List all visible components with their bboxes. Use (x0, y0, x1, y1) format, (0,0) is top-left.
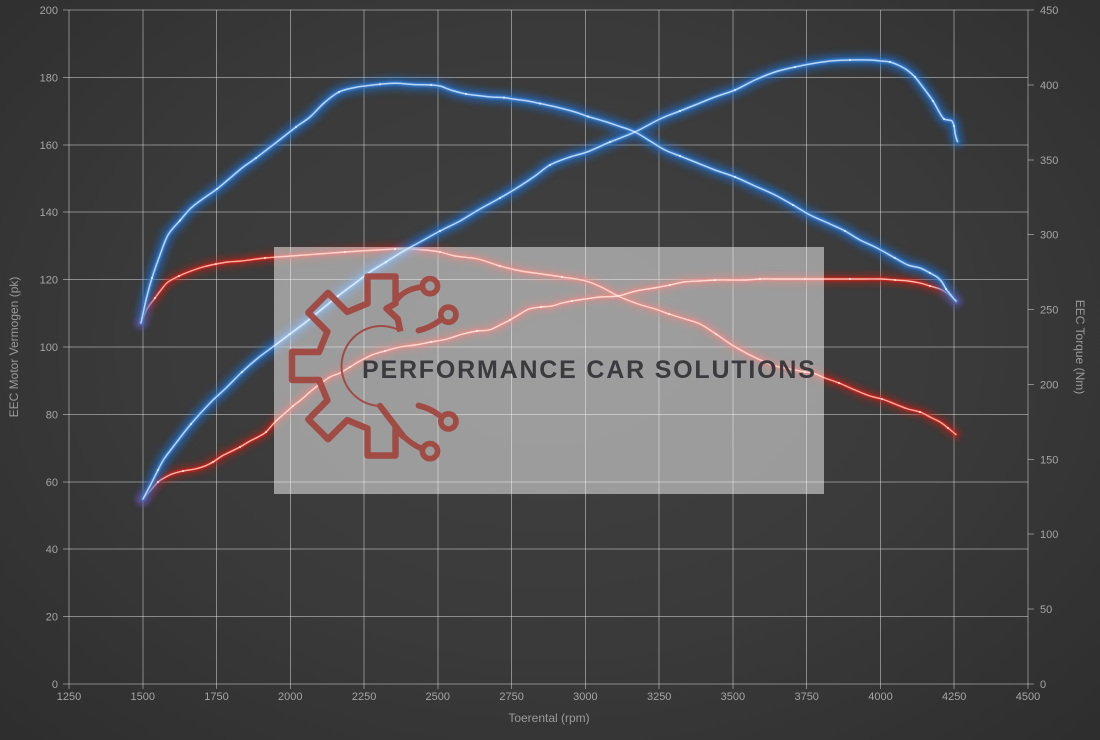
svg-text:1250: 1250 (57, 691, 81, 703)
svg-text:Toerental (rpm): Toerental (rpm) (508, 711, 589, 725)
svg-text:250: 250 (1040, 305, 1058, 317)
svg-text:140: 140 (40, 207, 58, 219)
svg-text:200: 200 (40, 5, 58, 17)
svg-text:2750: 2750 (499, 691, 523, 703)
svg-text:150: 150 (1040, 454, 1058, 466)
svg-text:100: 100 (1040, 529, 1058, 541)
svg-text:80: 80 (46, 409, 58, 421)
svg-text:2250: 2250 (352, 691, 376, 703)
svg-text:3500: 3500 (721, 691, 745, 703)
svg-text:EEC Motor Vermogen (pk): EEC Motor Vermogen (pk) (7, 277, 21, 418)
svg-text:0: 0 (1040, 679, 1046, 691)
svg-text:4500: 4500 (1016, 691, 1040, 703)
svg-text:400: 400 (1040, 80, 1058, 92)
svg-text:350: 350 (1040, 155, 1058, 167)
svg-text:3750: 3750 (794, 691, 818, 703)
svg-text:4250: 4250 (942, 691, 966, 703)
svg-text:200: 200 (1040, 379, 1058, 391)
svg-text:EEC Torque (Nm): EEC Torque (Nm) (1073, 300, 1087, 394)
svg-text:2000: 2000 (278, 691, 302, 703)
svg-text:1500: 1500 (131, 691, 155, 703)
svg-text:300: 300 (1040, 230, 1058, 242)
svg-text:3250: 3250 (647, 691, 671, 703)
svg-text:3000: 3000 (573, 691, 597, 703)
svg-text:50: 50 (1040, 604, 1052, 616)
svg-text:180: 180 (40, 72, 58, 84)
svg-text:60: 60 (46, 477, 58, 489)
svg-text:450: 450 (1040, 5, 1058, 17)
svg-text:1750: 1750 (204, 691, 228, 703)
svg-text:160: 160 (40, 140, 58, 152)
svg-text:100: 100 (40, 342, 58, 354)
svg-text:PERFORMANCE CAR SOLUTIONS: PERFORMANCE CAR SOLUTIONS (362, 356, 817, 384)
svg-text:20: 20 (46, 612, 58, 624)
svg-text:120: 120 (40, 275, 58, 287)
svg-text:0: 0 (52, 679, 58, 691)
svg-text:40: 40 (46, 544, 58, 556)
svg-text:4000: 4000 (868, 691, 892, 703)
svg-text:2500: 2500 (426, 691, 450, 703)
